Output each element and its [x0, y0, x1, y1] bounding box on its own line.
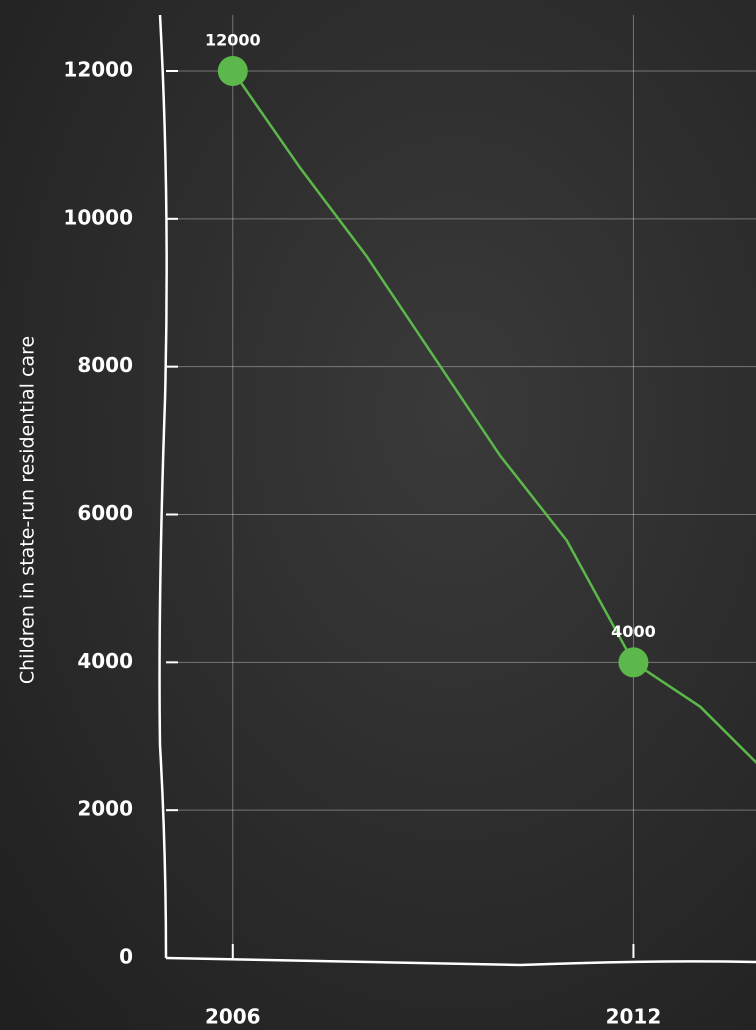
y-tick-label: 10000 [63, 205, 133, 229]
data-point [618, 647, 649, 678]
data-label: 12000 [205, 31, 261, 50]
y-tick-label: 2000 [77, 797, 133, 821]
y-tick-label: 12000 [63, 58, 133, 82]
y-axis [158, 14, 168, 959]
y-tick-label: 6000 [77, 501, 133, 525]
y-tick-label: 4000 [77, 649, 133, 673]
y-tick-label: 0 [119, 945, 133, 969]
y-tick-label: 8000 [77, 353, 133, 377]
x-tick-label: 2006 [205, 1005, 261, 1029]
y-axis-title: Children in state-run residential care [17, 336, 39, 684]
data-point [217, 56, 248, 86]
x-tick-label: 2012 [606, 1005, 662, 1029]
data-label: 4000 [611, 622, 656, 641]
x-axis [165, 956, 756, 967]
data-line [231, 70, 756, 765]
